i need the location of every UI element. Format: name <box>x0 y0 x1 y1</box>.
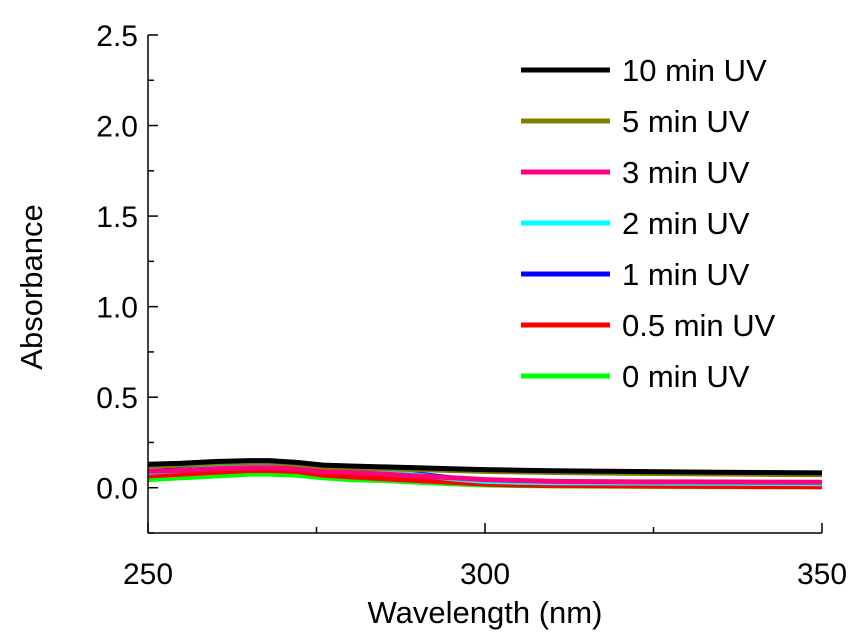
legend-label: 3 min UV <box>622 155 750 190</box>
x-axis-title: Wavelength (nm) <box>368 595 603 630</box>
tick-labels: 250 300 350 0.0 0.5 1.0 1.5 2.0 2.5 <box>96 20 847 591</box>
y-tick-label: 0.5 <box>96 382 138 415</box>
legend-label: 5 min UV <box>622 104 750 139</box>
series-line <box>147 458 823 476</box>
x-tick-label: 250 <box>123 558 173 591</box>
series-line <box>147 465 823 485</box>
legend: 10 min UV 5 min UV 3 min UV 2 min UV 1 min U… <box>521 53 776 394</box>
legend-label: 0 min UV <box>622 359 750 394</box>
y-tick-label: 2.5 <box>96 20 138 53</box>
y-tick-label: 0.0 <box>96 473 138 506</box>
y-axis-title: Absorbance <box>14 204 49 369</box>
ticks <box>147 34 823 534</box>
y-tick-label: 2.0 <box>96 111 138 144</box>
legend-label: 10 min UV <box>622 53 767 88</box>
legend-label: 1 min UV <box>622 257 750 292</box>
y-tick-label: 1.5 <box>96 201 138 234</box>
y-tick-label: 1.0 <box>96 292 138 325</box>
x-tick-label: 350 <box>797 558 847 591</box>
x-tick-label: 300 <box>460 558 510 591</box>
plot-lines <box>147 458 823 490</box>
legend-label: 2 min UV <box>622 206 750 241</box>
series-line <box>147 468 823 490</box>
legend-label: 0.5 min UV <box>622 308 776 343</box>
